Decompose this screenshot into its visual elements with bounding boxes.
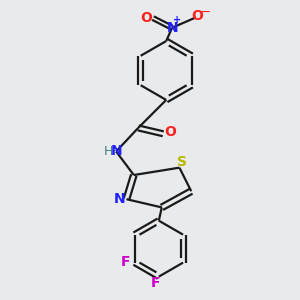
- Text: N: N: [110, 145, 122, 158]
- Text: H: H: [104, 145, 113, 158]
- Text: N: N: [114, 192, 126, 206]
- Text: N: N: [166, 21, 178, 35]
- Text: F: F: [121, 255, 130, 269]
- Text: +: +: [173, 15, 181, 25]
- Text: F: F: [151, 276, 160, 290]
- Text: O: O: [140, 11, 152, 25]
- Text: S: S: [177, 155, 187, 170]
- Text: O: O: [165, 125, 176, 139]
- Text: −: −: [200, 6, 211, 19]
- Text: O: O: [191, 9, 203, 23]
